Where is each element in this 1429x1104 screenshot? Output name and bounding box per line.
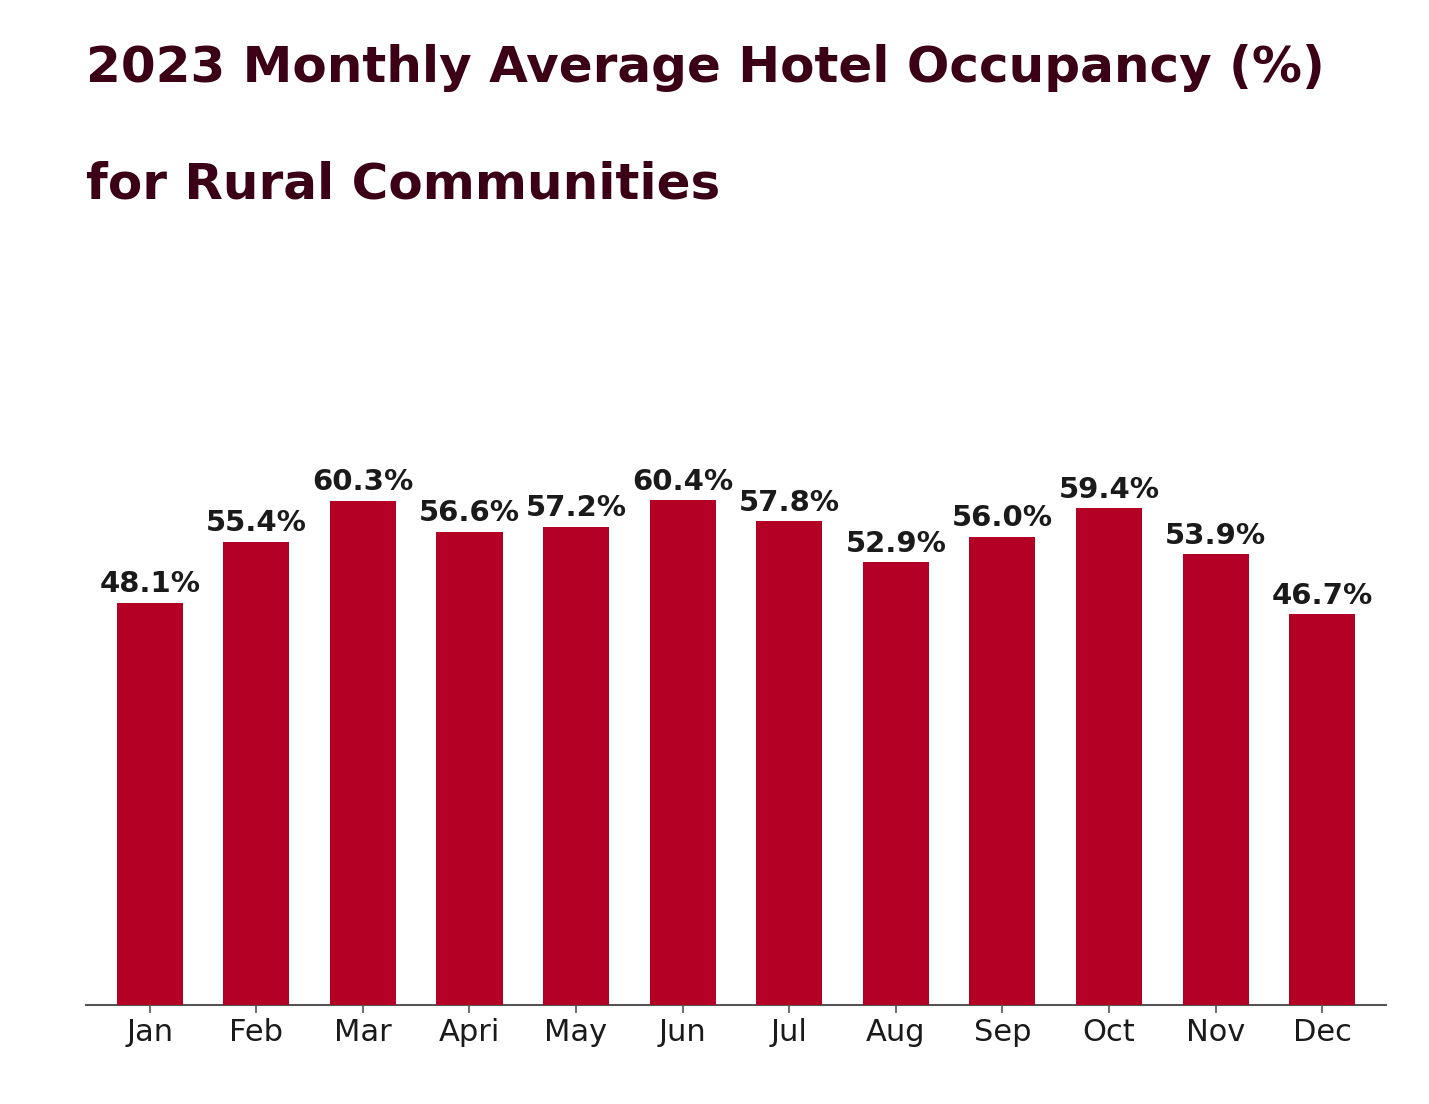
Bar <box>756 521 822 1005</box>
Bar <box>1289 614 1355 1005</box>
Text: for Rural Communities: for Rural Communities <box>86 160 720 208</box>
Text: 56.0%: 56.0% <box>952 505 1053 532</box>
Bar <box>1183 554 1249 1005</box>
Text: 2023 Monthly Average Hotel Occupancy (%): 2023 Monthly Average Hotel Occupancy (%) <box>86 44 1325 92</box>
Bar <box>223 542 289 1005</box>
Bar <box>1076 508 1142 1005</box>
Bar <box>969 537 1036 1005</box>
Text: 60.3%: 60.3% <box>313 468 413 497</box>
Text: 57.8%: 57.8% <box>739 489 840 518</box>
Text: 52.9%: 52.9% <box>846 530 946 559</box>
Text: 48.1%: 48.1% <box>99 571 200 598</box>
Text: 57.2%: 57.2% <box>526 495 626 522</box>
Text: 55.4%: 55.4% <box>206 509 307 538</box>
Bar <box>650 500 716 1005</box>
Text: 56.6%: 56.6% <box>419 499 520 528</box>
Text: 59.4%: 59.4% <box>1059 476 1159 503</box>
Bar <box>436 531 503 1005</box>
Bar <box>863 562 929 1005</box>
Bar <box>117 603 183 1005</box>
Text: 46.7%: 46.7% <box>1272 582 1373 611</box>
Text: 60.4%: 60.4% <box>632 468 733 496</box>
Text: 53.9%: 53.9% <box>1165 522 1266 550</box>
Bar <box>543 527 609 1005</box>
Bar <box>330 500 396 1005</box>
